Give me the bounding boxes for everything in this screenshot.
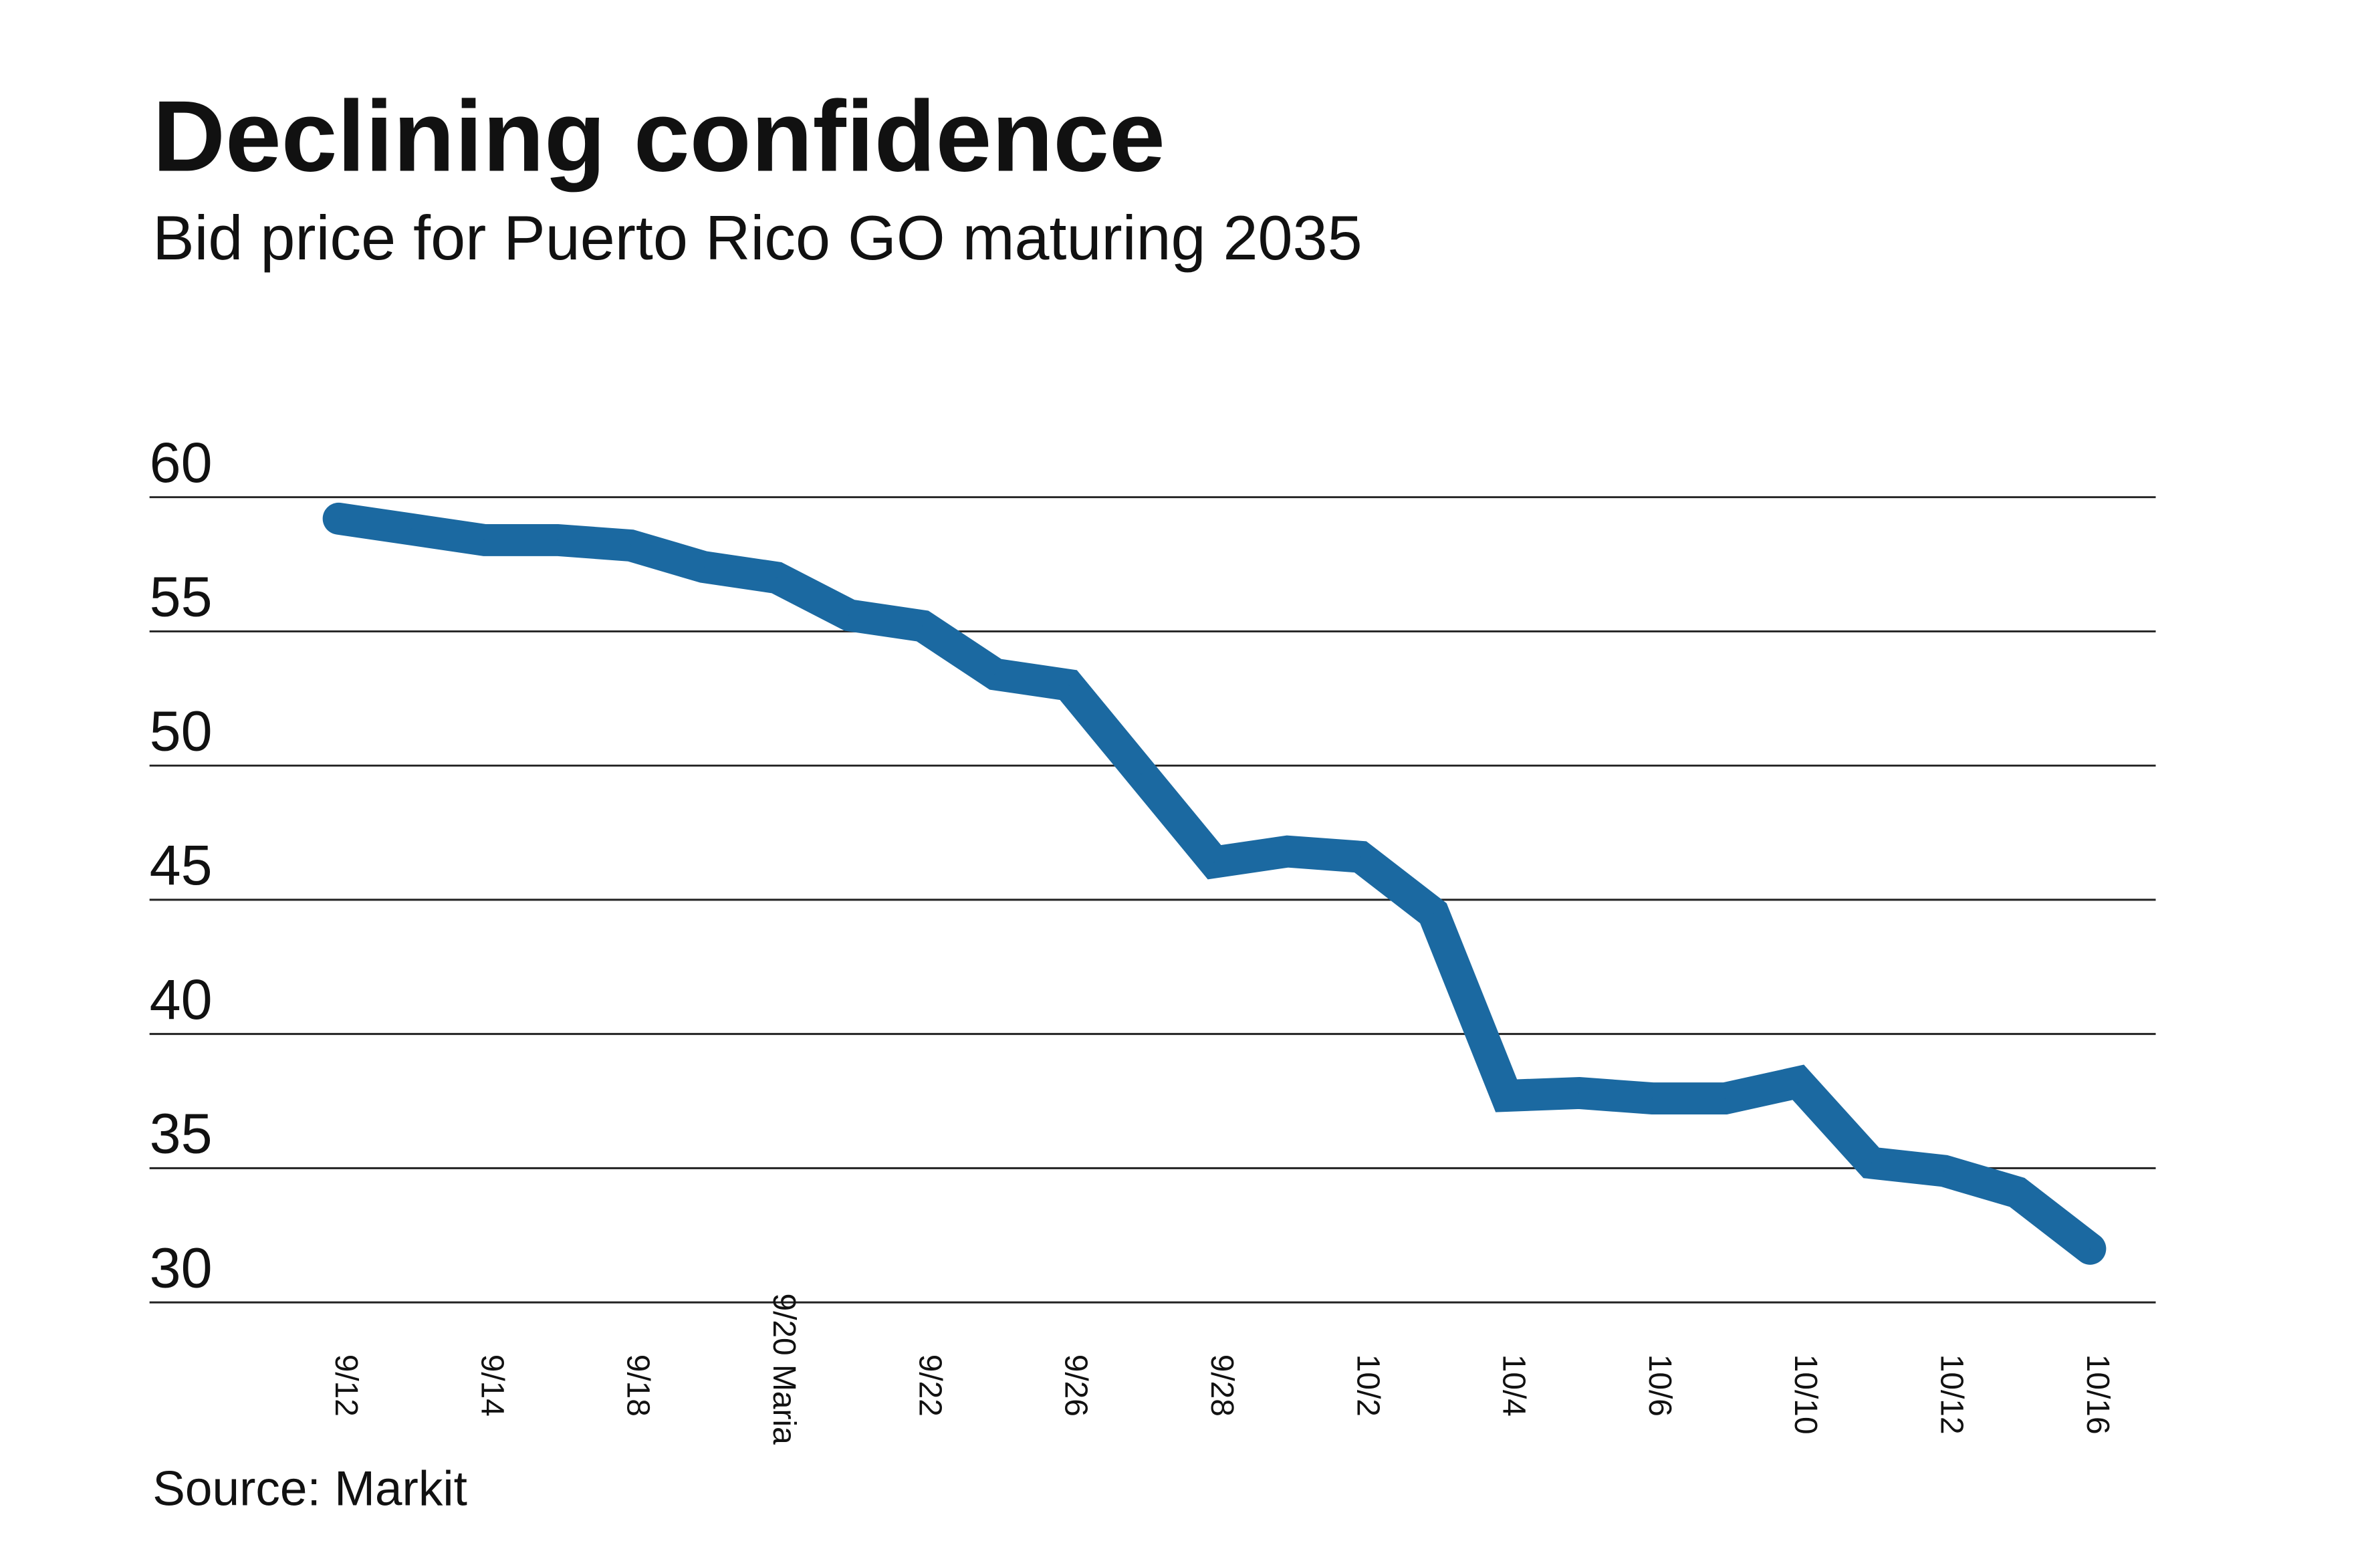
data-point	[921, 625, 924, 627]
x-tick-label: 9/18	[620, 1354, 656, 1417]
x-tick-label: 9/28	[1204, 1354, 1239, 1417]
data-point	[338, 517, 340, 519]
data-point	[994, 673, 997, 675]
x-tick-label: 9/12	[328, 1354, 364, 1417]
x-tick-label: 10/10	[1788, 1354, 1823, 1435]
data-point	[1578, 1092, 1580, 1094]
x-tick-label: 9/14	[474, 1354, 509, 1417]
data-point	[1797, 1081, 1799, 1084]
y-tick-label: 30	[150, 1236, 213, 1299]
y-tick-label: 50	[150, 699, 213, 762]
data-point	[848, 614, 850, 616]
y-tick-label: 35	[150, 1102, 213, 1165]
x-tick-label: 10/16	[2080, 1354, 2115, 1435]
x-tick-label: 10/4	[1496, 1354, 1532, 1417]
x-tick-label: 10/6	[1642, 1354, 1677, 1417]
x-axis-ticks: 9/12 9/14 9/18 9/20 Maria 9/22 9/26 9/28 10/2 10…	[328, 1293, 2115, 1445]
series-line	[322, 502, 2107, 1265]
y-tick-label: 55	[150, 566, 213, 628]
source-note: Source: Markit	[152, 1462, 467, 1516]
data-point	[2016, 1191, 2018, 1193]
data-point	[1943, 1170, 1945, 1172]
y-tick-label: 60	[150, 431, 213, 494]
data-point	[1724, 1097, 1726, 1100]
data-point	[630, 544, 632, 547]
data-point	[2089, 1247, 2091, 1250]
series-layer	[322, 502, 2107, 1265]
data-point	[776, 576, 778, 579]
gridlines	[149, 496, 2156, 1304]
y-tick-label: 40	[150, 968, 213, 1031]
data-point	[1651, 1097, 1653, 1100]
data-point	[1506, 1094, 1508, 1097]
data-point	[410, 528, 412, 530]
data-point	[483, 539, 486, 542]
data-point	[1870, 1162, 1873, 1164]
chart-subtitle: Bid price for Puerto Rico GO maturing 20…	[152, 203, 1362, 273]
data-point	[1286, 850, 1288, 852]
chart-title: Declining confidence	[152, 80, 1165, 193]
x-tick-label: 9/20 Maria	[766, 1293, 802, 1445]
x-tick-label: 10/2	[1350, 1354, 1385, 1417]
x-tick-label: 9/26	[1058, 1354, 1094, 1417]
data-point	[703, 566, 705, 568]
y-axis-ticks: 60 55 50 45 40 35 30	[150, 431, 213, 1299]
data-point	[1068, 684, 1070, 686]
data-point	[1213, 861, 1215, 863]
data-point	[1432, 912, 1435, 915]
x-tick-label: 9/22	[912, 1354, 947, 1417]
data-point	[556, 539, 559, 542]
x-tick-label: 10/12	[1934, 1354, 1970, 1435]
data-point	[1359, 856, 1361, 858]
data-point	[1141, 773, 1143, 775]
y-tick-label: 45	[150, 834, 213, 897]
